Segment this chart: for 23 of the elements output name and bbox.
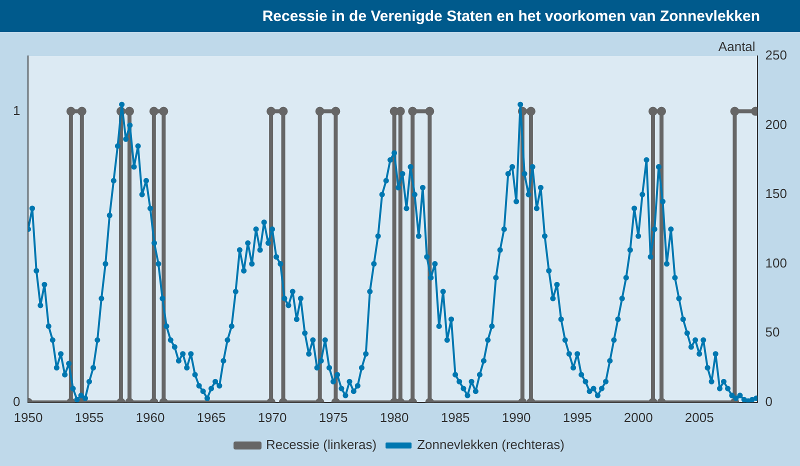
x-tick-label: 1975 xyxy=(318,410,348,425)
x-tick-label: 1960 xyxy=(136,410,165,425)
y2-tick-label: 200 xyxy=(765,116,788,132)
chart-title: Recessie in de Verenigde Staten en het voorkomen van Zonnevlekken xyxy=(262,8,760,24)
x-tick-label: 2005 xyxy=(684,410,714,425)
y2-tick-label: 250 xyxy=(765,48,788,63)
x-tick-label: 1965 xyxy=(196,410,226,425)
x-tick-label: 1980 xyxy=(380,410,409,425)
x-tick-label: 1995 xyxy=(562,410,592,425)
y2-axis-title: Aantal xyxy=(718,39,756,54)
y-tick-label: 1 xyxy=(12,102,20,118)
y2-tick-label: 50 xyxy=(765,324,780,340)
x-tick-label: 1985 xyxy=(440,410,470,425)
y2-tick-label: 100 xyxy=(765,255,788,270)
x-tick-label: 1955 xyxy=(74,410,104,425)
x-tick-label: 1970 xyxy=(258,410,287,425)
y2-tick-label: 150 xyxy=(765,186,788,202)
legend-label: Recessie (linkeras) xyxy=(266,437,377,452)
x-tick-label: 1990 xyxy=(502,410,531,425)
x-tick-label: 2000 xyxy=(624,410,653,425)
y2-tick-label: 0 xyxy=(765,394,773,409)
x-tick-label: 1950 xyxy=(14,410,43,425)
legend-label: Zonnevlekken (rechteras) xyxy=(417,437,564,452)
